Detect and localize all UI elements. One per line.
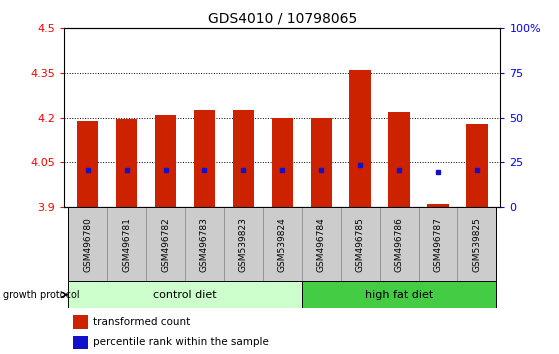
Bar <box>146 207 185 281</box>
Text: percentile rank within the sample: percentile rank within the sample <box>93 337 268 348</box>
Text: growth protocol: growth protocol <box>3 290 79 300</box>
Bar <box>302 281 496 308</box>
Bar <box>263 207 302 281</box>
Text: high fat diet: high fat diet <box>365 290 433 300</box>
Text: GSM496786: GSM496786 <box>395 217 404 272</box>
Text: GSM496787: GSM496787 <box>434 217 443 272</box>
Text: GSM539824: GSM539824 <box>278 217 287 272</box>
Text: GSM539825: GSM539825 <box>472 217 481 272</box>
Bar <box>310 118 332 207</box>
Bar <box>349 70 371 207</box>
Bar <box>68 281 302 308</box>
Title: GDS4010 / 10798065: GDS4010 / 10798065 <box>208 12 357 26</box>
Bar <box>155 115 176 207</box>
Bar <box>302 207 340 281</box>
Bar <box>224 207 263 281</box>
Bar <box>340 207 380 281</box>
Text: GSM496784: GSM496784 <box>317 217 326 272</box>
Bar <box>185 207 224 281</box>
Bar <box>73 336 88 349</box>
Bar <box>107 207 146 281</box>
Bar <box>77 121 98 207</box>
Text: GSM539823: GSM539823 <box>239 217 248 272</box>
Bar <box>272 118 293 207</box>
Text: GSM496783: GSM496783 <box>200 217 209 272</box>
Bar <box>427 204 449 207</box>
Bar <box>419 207 457 281</box>
Text: GSM496785: GSM496785 <box>356 217 364 272</box>
Bar <box>68 207 107 281</box>
Text: GSM496781: GSM496781 <box>122 217 131 272</box>
Text: GSM496780: GSM496780 <box>83 217 92 272</box>
Bar <box>466 124 487 207</box>
Text: control diet: control diet <box>153 290 217 300</box>
Bar <box>380 207 419 281</box>
Bar <box>194 110 215 207</box>
Bar <box>73 315 88 329</box>
Bar <box>233 110 254 207</box>
Text: GSM496782: GSM496782 <box>161 217 170 272</box>
Bar <box>116 119 138 207</box>
Bar <box>389 112 410 207</box>
Text: transformed count: transformed count <box>93 317 190 327</box>
Bar <box>457 207 496 281</box>
